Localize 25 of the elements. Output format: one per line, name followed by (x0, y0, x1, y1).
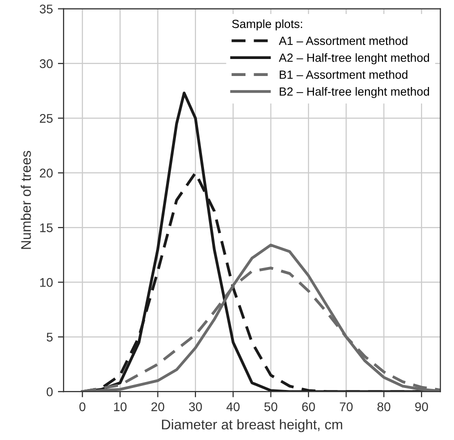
x-tick-label: 90 (415, 402, 428, 412)
y-tick-label: 15 (40, 223, 53, 232)
x-tick-label: 20 (151, 402, 164, 412)
y-tick-label: 5 (46, 332, 53, 342)
x-tick-label: 50 (264, 402, 278, 412)
y-axis-title: Number of trees (20, 150, 31, 249)
y-tick-label: 20 (40, 168, 53, 178)
x-tick-label: 80 (377, 402, 390, 412)
y-tick-label: 10 (40, 278, 53, 287)
x-tick-label: 60 (302, 402, 315, 412)
y-tick-label: 25 (40, 114, 53, 123)
x-tick-label: 10 (114, 402, 127, 412)
x-axis-title: Diameter at breast height, cm (162, 419, 342, 432)
legend-label: B2 – Half-tree lenght method (280, 87, 430, 98)
x-tick-label: 40 (226, 402, 240, 412)
legend-label: A2 – Half-tree lenght method (278, 53, 430, 64)
x-tick-label: 70 (340, 402, 353, 412)
legend-label: B1 – Assortment method (280, 70, 408, 79)
legend-label: A1 – Assortment method (278, 36, 408, 46)
x-tick-label: 0 (79, 402, 86, 412)
y-tick-label: 35 (40, 4, 53, 14)
y-tick-label: 0 (46, 387, 53, 396)
y-tick-label: 30 (40, 59, 53, 68)
legend-title: Sample plots: (232, 19, 302, 30)
x-tick-label: 30 (188, 402, 202, 412)
